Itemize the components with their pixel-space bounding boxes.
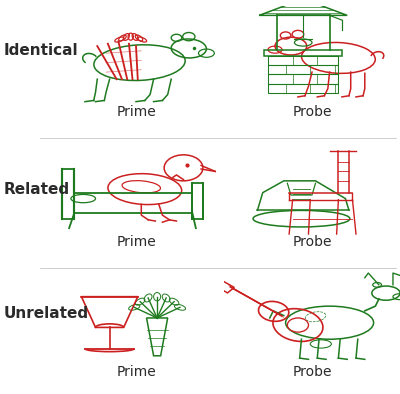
Text: Prime: Prime bbox=[116, 365, 156, 379]
Bar bbox=[268, 74, 338, 84]
Text: Probe: Probe bbox=[292, 105, 332, 119]
Text: Identical: Identical bbox=[4, 43, 79, 58]
Text: Unrelated: Unrelated bbox=[4, 306, 89, 321]
Bar bbox=[217, 281, 234, 293]
Text: Probe: Probe bbox=[292, 235, 332, 249]
Text: Related: Related bbox=[4, 182, 70, 197]
Bar bbox=[268, 56, 338, 65]
Text: Prime: Prime bbox=[116, 235, 156, 249]
Text: Probe: Probe bbox=[292, 365, 332, 379]
Text: Prime: Prime bbox=[116, 105, 156, 119]
Bar bbox=[264, 50, 342, 56]
Bar bbox=[268, 84, 338, 93]
Bar bbox=[268, 65, 338, 74]
